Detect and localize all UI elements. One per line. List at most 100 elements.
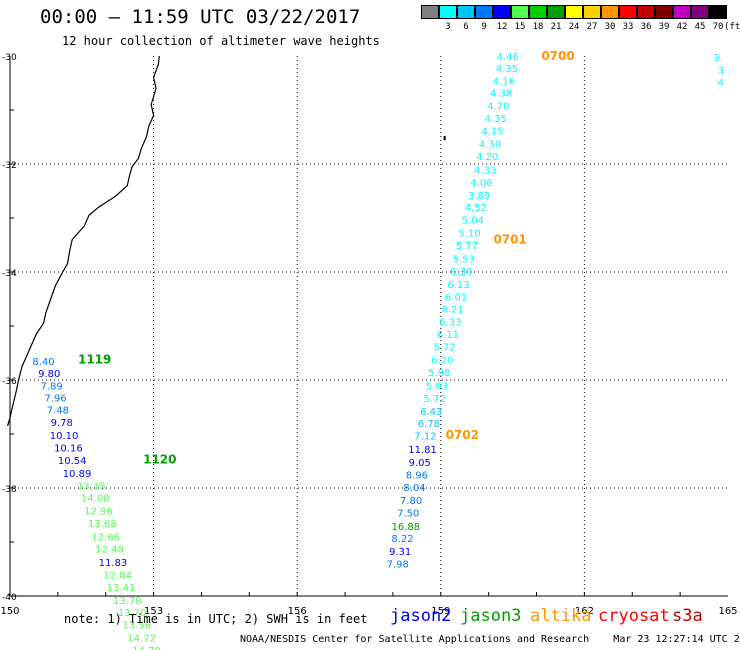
wave-height-value: 13.41 xyxy=(107,583,136,594)
scale-swatch xyxy=(565,5,583,19)
map-subtitle: 12 hour collection of altimeter wave hei… xyxy=(62,34,380,48)
edge-wave-value: 3. xyxy=(714,53,724,64)
scale-swatch xyxy=(709,5,727,19)
wave-height-value: 6.20 xyxy=(431,355,453,366)
scale-swatch xyxy=(655,5,673,19)
wave-height-value: 8.22 xyxy=(391,534,413,545)
map-title: 00:00 – 11:59 UTC 03/22/2017 xyxy=(40,6,361,28)
wave-height-value: 14.70 xyxy=(132,646,161,650)
scale-swatch xyxy=(457,5,475,19)
pass-time-label: 1120 xyxy=(143,452,176,466)
wave-height-value: 12.96 xyxy=(84,507,113,518)
wave-height-value: 8.04 xyxy=(403,483,425,494)
lat-label: -36 xyxy=(2,377,17,387)
scale-label: 33 xyxy=(622,22,634,32)
scale-swatch xyxy=(421,5,439,19)
scale-swatch xyxy=(529,5,547,19)
pass-time-label: 0702 xyxy=(446,428,479,442)
legend-item-s3a: s3a xyxy=(672,606,703,626)
scale-swatch xyxy=(619,5,637,19)
scale-label: 27 xyxy=(586,22,598,32)
wave-height-value: 4.33 xyxy=(474,165,496,176)
credit-org: NOAA/NESDIS Center for Satellite Applica… xyxy=(240,634,590,645)
wave-height-value: 11.83 xyxy=(99,558,128,569)
edge-wave-value: 4 xyxy=(718,78,724,89)
scale-unit: (ft) xyxy=(724,22,740,32)
wave-height-value: 10.54 xyxy=(58,456,87,467)
wave-height-value: 5.98 xyxy=(428,368,450,379)
wave-height-value: 7.96 xyxy=(44,393,66,404)
legend-item-cryosat: cryosat xyxy=(598,606,670,626)
scale-label: 6 xyxy=(463,22,469,32)
coastline xyxy=(7,55,160,427)
pass-time-label: 1119 xyxy=(78,352,111,366)
wave-height-value: 16.88 xyxy=(392,522,421,533)
wave-height-value: 6.30 xyxy=(450,267,472,278)
wave-height-value: 7.98 xyxy=(387,560,409,571)
wave-height-value: 9.78 xyxy=(51,418,73,429)
scale-label: 24 xyxy=(568,22,580,32)
lon-label: 165 xyxy=(718,606,737,617)
wave-height-value: 6.01 xyxy=(445,292,467,303)
wave-height-value: 6.13 xyxy=(447,280,469,291)
wave-height-value: 9.05 xyxy=(409,458,431,469)
lon-label: 159 xyxy=(431,606,450,617)
scale-swatch xyxy=(673,5,691,19)
scale-label: 30 xyxy=(604,22,616,32)
lon-label: 153 xyxy=(144,606,163,617)
scale-label: 9 xyxy=(481,22,487,32)
lon-label: 150 xyxy=(0,606,19,617)
lat-label: -34 xyxy=(2,269,17,279)
wave-height-value: 3.89 xyxy=(468,191,490,202)
wave-height-value: 4.46 xyxy=(497,52,519,63)
scale-label: 39 xyxy=(658,22,670,32)
scale-label: 15 xyxy=(514,22,526,32)
scale-label: 70 xyxy=(712,22,724,32)
wave-height-value: 12.84 xyxy=(103,570,132,581)
wave-height-value: 10.89 xyxy=(63,469,92,480)
wave-height-value: 6.11 xyxy=(437,330,459,341)
scale-label: 45 xyxy=(694,22,706,32)
wave-height-value: 9.80 xyxy=(38,369,60,380)
scale-label: 3 xyxy=(445,22,451,32)
scale-label: 18 xyxy=(532,22,544,32)
lon-label: 156 xyxy=(288,606,307,617)
edge-wave-value: 3 xyxy=(718,66,724,77)
pass-time-label: 0700 xyxy=(541,49,574,63)
wave-height-value: 4.52 xyxy=(465,203,487,214)
scale-swatch xyxy=(511,5,529,19)
wave-height-value: 14.08 xyxy=(81,494,110,505)
wave-height-value: 6.43 xyxy=(420,407,442,418)
scale-label: 36 xyxy=(640,22,652,32)
wave-height-value: 4.70 xyxy=(487,102,509,113)
wave-height-value: 5.72 xyxy=(423,394,445,405)
legend-item-jason2: jason2 xyxy=(390,606,452,626)
scale-swatch xyxy=(601,5,619,19)
scale-swatch xyxy=(475,5,493,19)
wave-height-value: 5.93 xyxy=(426,381,448,392)
credit-text: NOAA/NESDIS Center for Satellite Applica… xyxy=(240,634,740,645)
wave-height-value: 6.78 xyxy=(418,419,440,430)
wave-height-value: 4.35 xyxy=(485,114,507,125)
lat-label: -38 xyxy=(2,485,17,495)
wave-height-value: 4.35 xyxy=(496,64,518,75)
scale-label: 42 xyxy=(676,22,688,32)
lon-label: 162 xyxy=(575,606,594,617)
wave-height-value: 4.16 xyxy=(493,76,515,87)
wave-height-value: 7.89 xyxy=(41,381,63,392)
lat-label: -32 xyxy=(2,161,17,171)
wave-height-value: 5.72 xyxy=(433,343,455,354)
wave-height-value: 7.80 xyxy=(400,496,422,507)
wave-height-value: 13.15 xyxy=(77,481,106,492)
wave-height-value: 8.96 xyxy=(406,471,428,482)
wave-height-value: 5.04 xyxy=(462,216,484,227)
wave-height-value: 7.48 xyxy=(47,406,69,417)
scale-swatch xyxy=(637,5,655,19)
wave-height-value: 13.78 xyxy=(113,596,142,607)
lat-label: -30 xyxy=(2,53,17,63)
wave-height-value: 7.12 xyxy=(414,432,436,443)
scale-label: 21 xyxy=(550,22,562,32)
wave-height-value: 13.68 xyxy=(88,519,117,530)
